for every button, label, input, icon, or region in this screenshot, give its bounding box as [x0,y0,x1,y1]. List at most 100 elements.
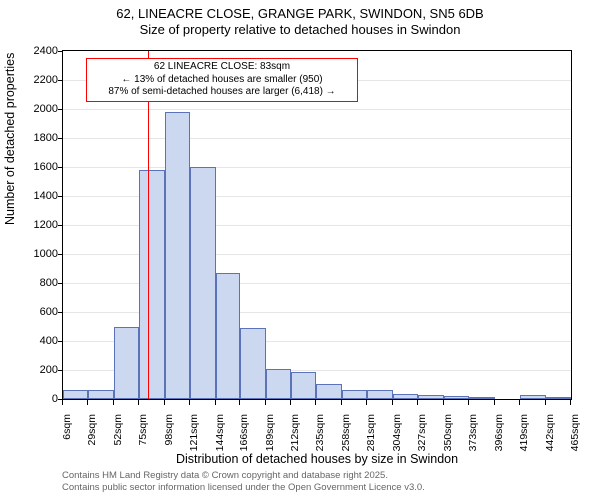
histogram-bar [469,397,494,399]
marker-line [148,51,149,399]
y-tick-label: 2400 [8,45,58,57]
y-tick-mark [58,80,63,81]
histogram-bar [520,395,545,399]
x-tick-mark [443,400,444,405]
y-tick-label: 1800 [8,132,58,144]
chart-footer: Contains HM Land Registry data © Crown c… [62,470,572,494]
y-tick-mark [58,225,63,226]
footer-line-1: Contains HM Land Registry data © Crown c… [62,470,572,482]
y-tick-label: 200 [8,364,58,376]
x-tick-label: 98sqm [163,414,175,464]
plot-area: 62 LINEACRE CLOSE: 83sqm ← 13% of detach… [62,50,572,400]
x-tick-label: 281sqm [365,414,377,464]
y-tick-label: 400 [8,335,58,347]
y-tick-mark [58,51,63,52]
x-tick-mark [366,400,367,405]
x-tick-label: 442sqm [544,414,556,464]
histogram-bar [444,396,469,399]
histogram-bar [63,390,88,399]
y-tick-label: 2200 [8,74,58,86]
histogram-bar [240,328,265,399]
chart-title: 62, LINEACRE CLOSE, GRANGE PARK, SWINDON… [0,6,600,39]
x-tick-label: 304sqm [391,414,403,464]
y-tick-label: 1000 [8,248,58,260]
x-tick-mark [341,400,342,405]
x-tick-label: 75sqm [137,414,149,464]
x-tick-label: 419sqm [518,414,530,464]
x-tick-label: 235sqm [314,414,326,464]
y-tick-mark [58,109,63,110]
x-tick-mark [164,400,165,405]
x-tick-label: 6sqm [61,414,73,464]
x-tick-label: 189sqm [264,414,276,464]
x-tick-label: 29sqm [86,414,98,464]
x-tick-mark [87,400,88,405]
histogram-bar [190,167,215,399]
x-tick-mark [494,400,495,405]
y-tick-mark [58,254,63,255]
y-tick-mark [58,196,63,197]
title-line-1: 62, LINEACRE CLOSE, GRANGE PARK, SWINDON… [0,6,600,22]
x-tick-label: 350sqm [442,414,454,464]
x-tick-mark [239,400,240,405]
x-tick-mark [265,400,266,405]
y-tick-label: 600 [8,306,58,318]
x-tick-mark [62,400,63,405]
y-tick-mark [58,283,63,284]
annotation-line-3: 87% of semi-detached houses are larger (… [93,86,351,99]
y-tick-label: 1600 [8,161,58,173]
x-tick-label: 396sqm [493,414,505,464]
x-tick-mark [570,400,571,405]
x-tick-mark [315,400,316,405]
histogram-bar [367,390,392,399]
y-tick-mark [58,138,63,139]
histogram-bar [88,390,113,399]
histogram-bar [546,397,571,399]
y-tick-label: 1400 [8,190,58,202]
x-tick-mark [113,400,114,405]
y-tick-label: 0 [8,393,58,405]
title-line-2: Size of property relative to detached ho… [0,22,600,38]
x-tick-label: 373sqm [467,414,479,464]
annotation-line-2: ← 13% of detached houses are smaller (95… [93,74,351,87]
x-tick-label: 52sqm [112,414,124,464]
x-tick-mark [290,400,291,405]
annotation-box: 62 LINEACRE CLOSE: 83sqm ← 13% of detach… [86,58,358,102]
x-tick-label: 121sqm [188,414,200,464]
annotation-line-1: 62 LINEACRE CLOSE: 83sqm [93,61,351,74]
histogram-bar [342,390,367,399]
y-tick-label: 1200 [8,219,58,231]
y-tick-mark [58,341,63,342]
x-tick-label: 258sqm [340,414,352,464]
x-tick-mark [417,400,418,405]
y-tick-mark [58,167,63,168]
y-tick-label: 2000 [8,103,58,115]
histogram-bar [291,372,316,399]
histogram-bar [139,170,164,399]
x-tick-label: 465sqm [569,414,581,464]
x-tick-mark [138,400,139,405]
x-tick-label: 166sqm [238,414,250,464]
histogram-bar [165,112,190,399]
x-tick-marks [62,400,572,405]
histogram-bar [114,327,139,400]
x-tick-label: 212sqm [289,414,301,464]
footer-line-2: Contains public sector information licen… [62,482,572,494]
gridline [63,109,571,110]
gridline [63,138,571,139]
x-tick-mark [468,400,469,405]
x-tick-mark [545,400,546,405]
x-tick-mark [189,400,190,405]
histogram-bar [266,369,291,399]
x-tick-mark [215,400,216,405]
y-tick-mark [58,370,63,371]
histogram-bar [393,394,418,399]
histogram-bar [418,395,443,399]
histogram-bar [316,384,341,399]
x-tick-mark [519,400,520,405]
y-tick-mark [58,312,63,313]
x-tick-label: 144sqm [214,414,226,464]
histogram-chart: 62, LINEACRE CLOSE, GRANGE PARK, SWINDON… [0,0,600,500]
x-tick-mark [392,400,393,405]
gridline [63,167,571,168]
